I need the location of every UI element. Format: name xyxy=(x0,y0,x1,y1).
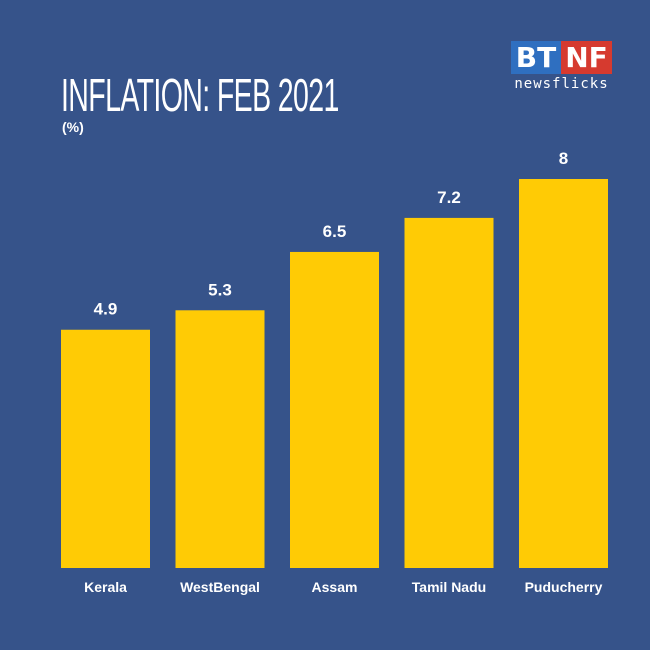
data-label: 7.2 xyxy=(437,188,461,207)
category-label: Assam xyxy=(312,579,358,595)
chart-title: INFLATION: FEB 2021 xyxy=(61,69,339,121)
brand-logo: BT NF newsflicks xyxy=(511,41,612,92)
data-label: 5.3 xyxy=(208,280,232,299)
data-label: 6.5 xyxy=(323,222,347,241)
bar-3 xyxy=(404,217,494,568)
data-label: 8 xyxy=(559,149,568,168)
category-label: Kerala xyxy=(84,579,127,595)
logo-tagline: newsflicks xyxy=(514,76,609,92)
bar-0 xyxy=(61,329,150,568)
logo-bt: BT xyxy=(511,41,561,74)
bar-4 xyxy=(519,179,608,568)
category-label: WestBengal xyxy=(180,579,260,595)
unit-label: (%) xyxy=(62,119,84,135)
bar-2 xyxy=(290,251,379,568)
bar-1 xyxy=(175,310,265,568)
data-label: 4.9 xyxy=(94,300,118,319)
logo-nf: NF xyxy=(561,41,612,74)
category-label: Tamil Nadu xyxy=(412,579,486,595)
category-label: Puducherry xyxy=(525,579,603,595)
